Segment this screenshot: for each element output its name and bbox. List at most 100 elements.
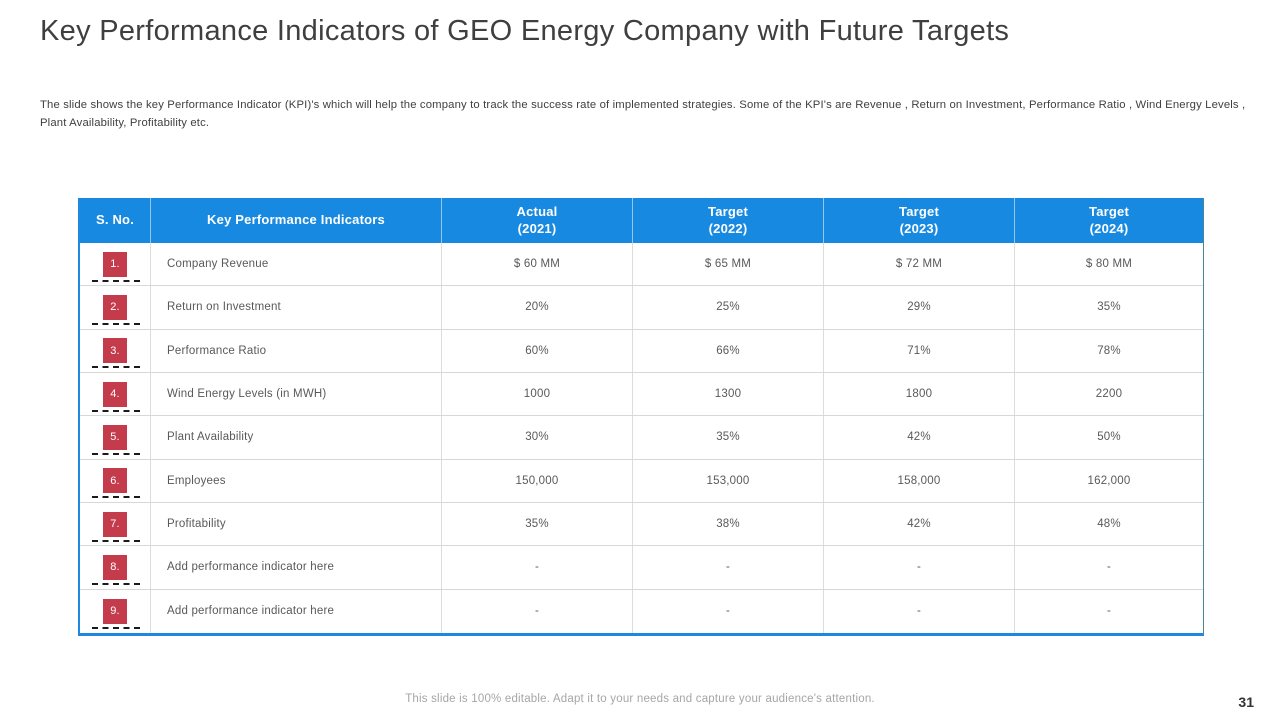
cell-sno: 6. bbox=[80, 460, 150, 502]
cell-value: 153,000 bbox=[632, 459, 823, 502]
row-number-badge: 4. bbox=[103, 381, 127, 407]
table-row-9: 9. Add performance indicator here - - - … bbox=[80, 589, 1203, 633]
table-row-1: 1. Company Revenue $ 60 MM $ 65 MM $ 72 … bbox=[80, 243, 1203, 287]
cell-value: 60% bbox=[441, 329, 632, 372]
table-row-6: 6. Employees 150,000 153,000 158,000 162… bbox=[80, 459, 1203, 503]
cell-value: 20% bbox=[441, 286, 632, 329]
cell-kpi-name: Plant Availability bbox=[150, 416, 441, 459]
cell-kpi-name: Profitability bbox=[150, 502, 441, 546]
cell-value: 158,000 bbox=[823, 459, 1014, 502]
cell-value: $ 65 MM bbox=[632, 243, 823, 286]
cell-value: 42% bbox=[823, 416, 1014, 459]
cell-kpi-name: Wind Energy Levels (in MWH) bbox=[150, 372, 441, 416]
row-number-badge: 3. bbox=[103, 338, 127, 364]
header-period-year: (2024) bbox=[1089, 220, 1129, 236]
badge-dash-underline bbox=[92, 539, 140, 542]
cell-value: - bbox=[1014, 546, 1203, 589]
cell-value: 66% bbox=[632, 329, 823, 372]
cell-sno: 3. bbox=[80, 330, 150, 372]
cell-value: 71% bbox=[823, 329, 1014, 372]
header-target-2022: Target (2022) bbox=[632, 198, 823, 243]
cell-sno: 1. bbox=[80, 243, 150, 285]
cell-kpi-name: Return on Investment bbox=[150, 286, 441, 329]
cell-value: 50% bbox=[1014, 416, 1203, 459]
cell-sno: 8. bbox=[80, 546, 150, 588]
table-row-3: 3. Performance Ratio 60% 66% 71% 78% bbox=[80, 329, 1203, 373]
cell-sno: 4. bbox=[80, 373, 150, 415]
badge-dash-underline bbox=[92, 452, 140, 455]
slide-description: The slide shows the key Performance Indi… bbox=[40, 99, 1246, 129]
row-number-badge: 7. bbox=[103, 511, 127, 537]
header-target-2024: Target (2024) bbox=[1014, 198, 1203, 243]
badge-dash-underline bbox=[92, 279, 140, 282]
cell-value: 150,000 bbox=[441, 459, 632, 502]
header-sno: S. No. bbox=[95, 212, 135, 228]
cell-value: $ 60 MM bbox=[441, 243, 632, 286]
cell-sno: 9. bbox=[80, 590, 150, 633]
header-period-label: Actual bbox=[516, 204, 558, 220]
badge-dash-underline bbox=[92, 409, 140, 412]
header-kpi: Key Performance Indicators bbox=[150, 198, 441, 243]
header-period-year: (2022) bbox=[708, 220, 748, 236]
row-number-badge: 6. bbox=[103, 468, 127, 494]
cell-value: 1800 bbox=[823, 372, 1014, 416]
cell-kpi-name: Add performance indicator here bbox=[150, 589, 441, 633]
header-period-year: (2023) bbox=[899, 220, 939, 236]
row-number-badge: 5. bbox=[103, 424, 127, 450]
cell-value: 38% bbox=[632, 502, 823, 546]
cell-value: 30% bbox=[441, 416, 632, 459]
header-period-year: (2021) bbox=[517, 220, 557, 236]
cell-kpi-name: Performance Ratio bbox=[150, 329, 441, 372]
cell-value: $ 72 MM bbox=[823, 243, 1014, 286]
cell-value: 1000 bbox=[441, 372, 632, 416]
cell-value: 35% bbox=[1014, 286, 1203, 329]
cell-kpi-name: Employees bbox=[150, 459, 441, 502]
kpi-table: S. No. Key Performance Indicators Actual… bbox=[78, 198, 1204, 636]
table-row-7: 7. Profitability 35% 38% 42% 48% bbox=[80, 502, 1203, 547]
page-title: Key Performance Indicators of GEO Energy… bbox=[40, 15, 1010, 47]
cell-value: 2200 bbox=[1014, 372, 1203, 416]
cell-value: - bbox=[632, 589, 823, 633]
cell-value: - bbox=[632, 546, 823, 589]
cell-value: 25% bbox=[632, 286, 823, 329]
cell-value: - bbox=[441, 589, 632, 633]
cell-value: $ 80 MM bbox=[1014, 243, 1203, 286]
header-period-label: Target bbox=[899, 204, 939, 220]
cell-value: - bbox=[823, 546, 1014, 589]
cell-value: 42% bbox=[823, 502, 1014, 546]
badge-dash-underline bbox=[92, 496, 140, 499]
cell-value: 35% bbox=[441, 502, 632, 546]
badge-dash-underline bbox=[92, 322, 140, 325]
header-period-label: Target bbox=[708, 204, 748, 220]
cell-kpi-name: Company Revenue bbox=[150, 243, 441, 286]
cell-value: 48% bbox=[1014, 502, 1203, 546]
cell-sno: 5. bbox=[80, 416, 150, 458]
row-number-badge: 2. bbox=[103, 294, 127, 320]
cell-value: - bbox=[441, 546, 632, 589]
footer-note: This slide is 100% editable. Adapt it to… bbox=[405, 693, 875, 705]
table-header-row: S. No. Key Performance Indicators Actual… bbox=[80, 198, 1203, 243]
page-number: 31 bbox=[1238, 694, 1254, 710]
cell-value: 35% bbox=[632, 416, 823, 459]
cell-sno: 2. bbox=[80, 286, 150, 328]
badge-dash-underline bbox=[92, 366, 140, 369]
header-actual-2021: Actual (2021) bbox=[441, 198, 632, 243]
table-row-2: 2. Return on Investment 20% 25% 29% 35% bbox=[80, 286, 1203, 330]
cell-value: - bbox=[1014, 589, 1203, 633]
row-number-badge: 9. bbox=[103, 598, 127, 624]
cell-value: - bbox=[823, 589, 1014, 633]
badge-dash-underline bbox=[92, 626, 140, 629]
header-target-2023: Target (2023) bbox=[823, 198, 1014, 243]
cell-value: 1300 bbox=[632, 372, 823, 416]
table-row-4: 4. Wind Energy Levels (in MWH) 1000 1300… bbox=[80, 372, 1203, 417]
cell-value: 78% bbox=[1014, 329, 1203, 372]
table-row-5: 5. Plant Availability 30% 35% 42% 50% bbox=[80, 416, 1203, 460]
badge-dash-underline bbox=[92, 582, 140, 585]
cell-sno: 7. bbox=[80, 503, 150, 545]
cell-value: 29% bbox=[823, 286, 1014, 329]
table-row-8: 8. Add performance indicator here - - - … bbox=[80, 546, 1203, 590]
cell-kpi-name: Add performance indicator here bbox=[150, 546, 441, 589]
row-number-badge: 8. bbox=[103, 554, 127, 580]
header-period-label: Target bbox=[1089, 204, 1129, 220]
